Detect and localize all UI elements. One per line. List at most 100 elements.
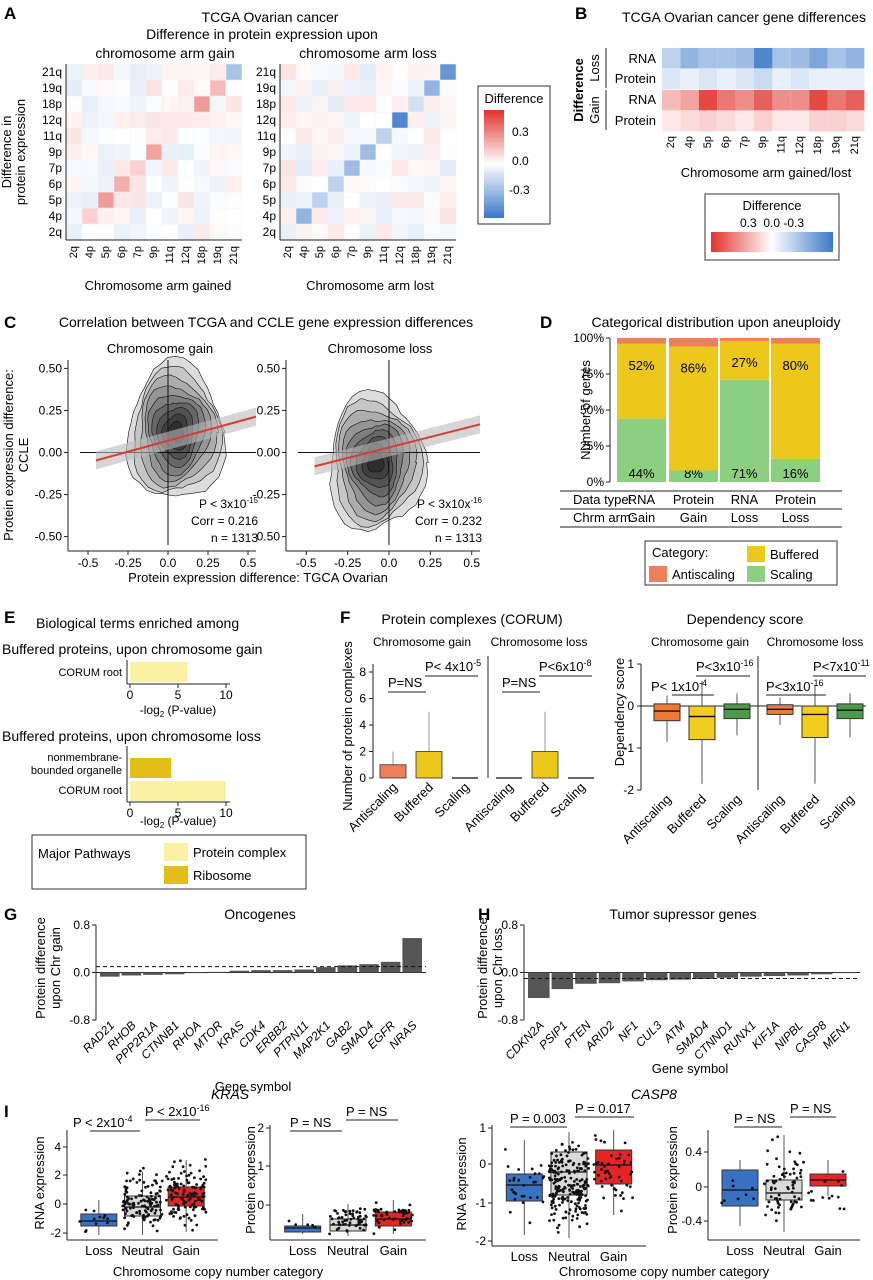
heatmap-a-loss-cell [439, 79, 457, 97]
panel-d-legend-swatch-scaling [747, 566, 765, 582]
panel-a-sub-gain: chromosome arm gain [95, 45, 234, 61]
panel-i-casp8-rna-point [584, 1163, 588, 1166]
regression-line-loss [314, 423, 481, 468]
panel-i-casp8-rna-point [551, 1193, 554, 1197]
panel-i-gene2: CASP8 [631, 1086, 677, 1102]
panel-i-kras-rna-point [204, 1178, 208, 1182]
panel-i-kras-protein-point [358, 1207, 362, 1210]
panel-i-casp8-rna-point [620, 1191, 624, 1195]
panel-i-casp8-rna-point [593, 1177, 596, 1181]
heatmap-a-gain-cell [225, 143, 243, 161]
heatmap-a-gain-cell [81, 95, 99, 113]
panel-d-y-tick-label: 25% [580, 439, 604, 453]
heatmap-a-gain-cell [97, 159, 115, 177]
panel-i-casp8-protein-point [810, 1190, 813, 1193]
heatmap-a-gain-cell [225, 63, 243, 81]
panel-a-title2: Difference in protein expression upon [146, 26, 378, 42]
heatmap-a-gain-cell [65, 111, 83, 129]
heatmap-a-loss-cell [295, 223, 313, 241]
panel-i-kras-protein-point [345, 1218, 349, 1222]
panel-i-casp8-rna-point [554, 1161, 558, 1164]
panel-h-title: Tumor supressor genes [609, 906, 756, 922]
panel-i-kras-protein-point [338, 1223, 342, 1227]
panel-i-kras-rna-point [177, 1177, 180, 1180]
panel-b-legend-title: Difference [742, 198, 801, 213]
heatmap-a-gain-cell [145, 207, 163, 225]
panel-i-casp8-protein-point [838, 1207, 842, 1210]
panel-i-kras-rna-ylabel: RNA expression [32, 1136, 47, 1229]
heatmap-a-gain-cell [177, 191, 195, 209]
panel-i-casp8-rna-point [560, 1157, 564, 1161]
panel-i-casp8-rna-p1: P = 0.003 [510, 1111, 566, 1126]
panel-i-casp8-rna-point [629, 1161, 633, 1164]
panel-i-casp8-protein-point [799, 1175, 803, 1178]
heatmap-a-loss-cell [359, 79, 377, 97]
heatmap-b-cell [809, 48, 828, 69]
heatmap-a-gain-row-label: 12q [42, 113, 62, 127]
panel-i-casp8-protein-point [799, 1168, 803, 1172]
heatmap-a-loss-cell [359, 143, 377, 161]
heatmap-a-loss-cell [343, 79, 361, 97]
panel-i-casp8-protein-point [731, 1179, 735, 1182]
panel-i-kras-rna-point [128, 1202, 132, 1206]
panel-i-casp8-rna-point [550, 1164, 554, 1168]
heatmap-a-loss-cell [311, 159, 329, 177]
heatmap-a-gain-cell [145, 191, 163, 209]
stacked-bar-label-scaling: 44% [628, 466, 654, 481]
panel-g-bar [121, 972, 142, 976]
heatmap-b-cell [662, 111, 681, 132]
panel-i-kras-protein-point [347, 1224, 351, 1227]
panel-i-kras-protein-category-label: Neutral [327, 1243, 369, 1258]
panel-c-gain-p: P < 3x10-15 [199, 496, 259, 511]
panel-i-kras-rna-point [191, 1228, 195, 1232]
panel-g-title: Oncogenes [224, 906, 296, 922]
heatmap-a-gain-cell [129, 111, 147, 129]
heatmap-a-gain-cell [113, 143, 131, 161]
heatmap-a-loss-cell [407, 143, 425, 161]
heatmap-a-loss-cell [343, 127, 361, 145]
panel-i-kras-rna-point [125, 1171, 129, 1175]
heatmap-a-gain-cell [65, 143, 83, 161]
panel-i-casp8-rna-point [578, 1198, 582, 1202]
panel-f-left-category-label: Scaling [431, 780, 472, 821]
panel-i-casp8-rna-point [552, 1158, 556, 1162]
panel-i-kras-protein-point [411, 1213, 414, 1217]
panel-i-kras-protein-point [340, 1216, 344, 1219]
panel-i-casp8-rna-point [566, 1199, 570, 1202]
panel-i-kras-rna-point [138, 1209, 142, 1213]
heatmap-a-loss-col-label: 5p [314, 246, 326, 258]
panel-i-casp8-protein-point [821, 1196, 825, 1199]
panel-f-sub-loss-left: Chromosome loss [491, 635, 588, 649]
panel-i-casp8-rna-point [522, 1184, 526, 1187]
heatmap-a-gain-cell [161, 191, 179, 209]
heatmap-a-loss-cell [439, 159, 457, 177]
panel-i-kras-rna-point [157, 1194, 161, 1198]
panel-a-ylabel2: protein expression [13, 99, 28, 205]
panel-i-casp8-protein-point [777, 1193, 781, 1197]
panel-b-group-loss: Loss [587, 54, 602, 82]
panel-i-kras-rna-point [92, 1209, 96, 1213]
panel-i-kras-rna-point [131, 1177, 135, 1181]
panel-i-casp8-rna-point [585, 1222, 589, 1226]
panel-i-kras-protein-point [354, 1224, 358, 1228]
heatmap-a-gain-cell [161, 223, 179, 241]
panel-i-casp8-rna-point [570, 1200, 573, 1204]
stacked-bar-segment-scaling [669, 470, 718, 482]
panel-i-casp8-rna-y-tick-label: 1 [479, 1121, 486, 1135]
panel-i-casp8-protein-point [836, 1195, 840, 1199]
panel-d-datatype-label: RNA [628, 492, 656, 507]
heatmap-a-gain-cell [209, 223, 227, 241]
panel-i-kras-protein-point [356, 1217, 360, 1221]
panel-i-kras-rna-point [142, 1181, 146, 1184]
panel-i-kras-rna-point [142, 1166, 145, 1170]
panel-g-bar [380, 961, 401, 973]
panel-i-kras-rna-point [172, 1177, 176, 1181]
heatmap-a-gain-cell [81, 111, 99, 129]
panel-i-kras-rna-point [191, 1185, 194, 1189]
panel-i-kras-protein-point [373, 1209, 376, 1213]
panel-i-casp8-rna-point [561, 1216, 565, 1220]
heatmap-a-gain-cell [177, 175, 195, 193]
panel-e-title: Biological terms enriched among [36, 615, 239, 631]
panel-i-casp8-rna-point [506, 1165, 510, 1168]
heatmap-b-cell [698, 48, 718, 69]
